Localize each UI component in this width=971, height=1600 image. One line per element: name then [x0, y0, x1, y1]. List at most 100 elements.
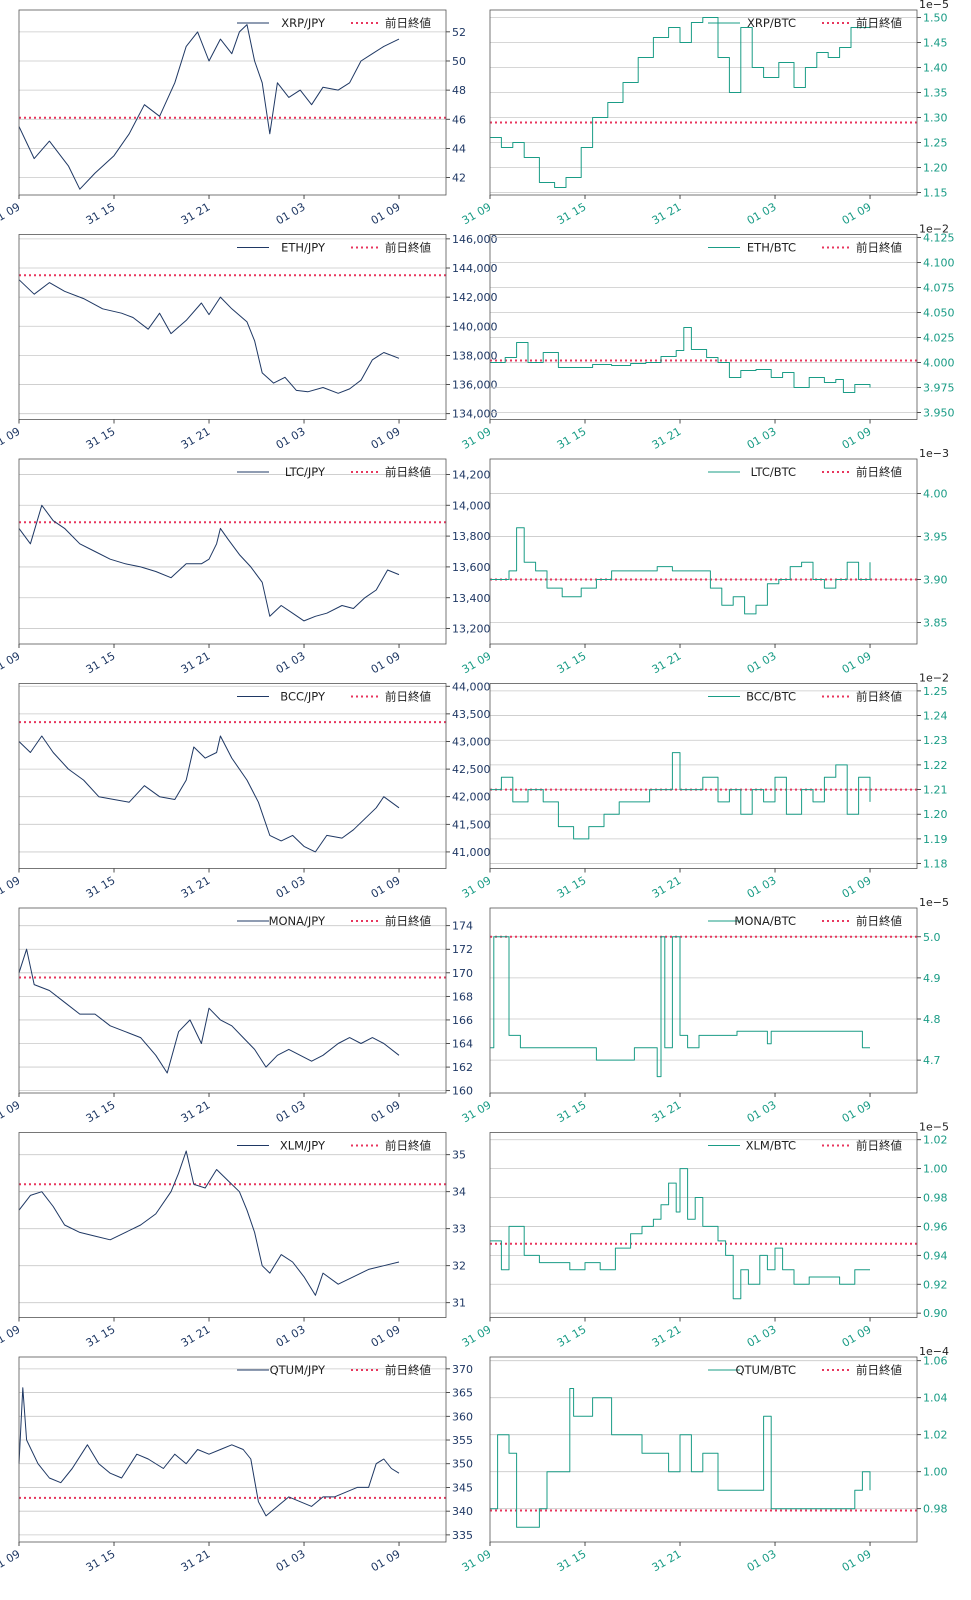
y-tick-label: 142,000 [452, 291, 498, 304]
x-tick-label: 31 09 [0, 200, 23, 227]
x-tick-label: 01 09 [369, 649, 403, 676]
x-tick-label: 01 09 [840, 200, 874, 227]
y-tick-label: 3.90 [923, 573, 948, 586]
x-tick-label: 01 09 [840, 874, 874, 901]
series-line [18, 948, 400, 1074]
y-tick-label: 134,000 [452, 408, 498, 421]
y-tick-label: 44 [452, 142, 466, 155]
y-tick-label: 1.40 [923, 62, 948, 75]
series-line [18, 279, 400, 394]
x-tick-label: 31 15 [555, 649, 589, 676]
x-tick-label: 01 09 [840, 1323, 874, 1350]
x-tick-label: 31 21 [650, 1323, 684, 1350]
y-tick-label: 3.975 [923, 382, 955, 395]
y-tick-label: 1.45 [923, 37, 948, 50]
x-tick-label: 01 09 [369, 425, 403, 452]
legend-prev-close-label: 前日終値 [856, 1363, 902, 1377]
x-tick-label: 31 15 [84, 1098, 118, 1125]
x-tick-label: 31 21 [179, 649, 213, 676]
y-tick-label: 160 [452, 1085, 473, 1098]
legend-prev-close-label: 前日終値 [856, 1139, 902, 1153]
legend-series-label: BCC/JPY [280, 690, 326, 704]
x-tick-label: 31 09 [460, 649, 494, 676]
y-tick-label: 170 [452, 967, 473, 980]
y-tick-label: 1.24 [923, 710, 948, 723]
x-tick-label: 31 21 [650, 200, 684, 227]
chart-ltc-btc: 3.85 3.90 3.95 4.00 1e−3 31 09 31 15 31 21 01 03… [460, 447, 949, 676]
y-tick-label: 13,800 [452, 530, 491, 543]
plot-frame [18, 1356, 447, 1543]
chart-ltc-jpy: 13,200 13,400 13,600 13,800 14,000 14,200 31 0… [0, 458, 491, 676]
legend-prev-close-label: 前日終値 [385, 914, 431, 928]
x-tick-label: 01 03 [745, 1098, 779, 1125]
x-tick-label: 31 09 [460, 1323, 494, 1350]
legend-series-label: XRP/JPY [281, 16, 326, 30]
legend-series-label: XRP/BTC [747, 16, 796, 30]
exponent-label: 1e−2 [919, 672, 949, 685]
y-tick-label: 0.98 [923, 1503, 948, 1516]
x-tick-label: 01 03 [274, 1098, 308, 1125]
x-tick-label: 01 09 [840, 425, 874, 452]
y-tick-label: 13,600 [452, 561, 491, 574]
y-tick-label: 1.23 [923, 734, 948, 747]
plot-frame [489, 683, 918, 869]
x-tick-label: 31 21 [179, 1323, 213, 1350]
y-tick-label: 4.9 [923, 972, 941, 985]
chart-mona-btc: 4.7 4.8 4.9 5.0 1e−5 31 09 31 15 31 21 01 03 01 0… [460, 896, 949, 1125]
plot-frame [489, 907, 918, 1094]
plot-frame [489, 234, 918, 420]
y-tick-label: 1.19 [923, 833, 948, 846]
y-tick-label: 42 [452, 172, 466, 185]
x-tick-label: 31 15 [84, 649, 118, 676]
exponent-label: 1e−5 [919, 0, 949, 11]
plot-frame [489, 1356, 918, 1543]
y-tick-label: 3.85 [923, 616, 948, 629]
chart-qtum-jpy: 335 340 345 350 355 360 365 370 31 09 31 15 31 21 0… [0, 1356, 473, 1574]
x-tick-label: 01 03 [274, 649, 308, 676]
chart-bcc-jpy: 41,000 41,500 42,000 42,500 43,000 43,500 44,0… [0, 680, 491, 901]
y-tick-label: 164 [452, 1038, 473, 1051]
legend-prev-close-label: 前日終値 [856, 465, 902, 479]
x-tick-label: 31 09 [0, 1323, 23, 1350]
x-tick-label: 01 03 [745, 200, 779, 227]
y-tick-label: 4.050 [923, 307, 955, 320]
x-tick-label: 31 15 [84, 200, 118, 227]
series-line [18, 504, 400, 622]
y-tick-label: 43,000 [452, 735, 491, 748]
y-tick-label: 1.04 [923, 1392, 948, 1405]
legend-series-label: XLM/BTC [746, 1139, 796, 1153]
legend-prev-close-label: 前日終値 [385, 1139, 431, 1153]
y-tick-label: 34 [452, 1186, 466, 1199]
x-tick-label: 31 15 [84, 1547, 118, 1574]
y-tick-label: 360 [452, 1410, 473, 1423]
series-line [490, 1168, 870, 1300]
legend-prev-close-label: 前日終値 [385, 241, 431, 255]
x-tick-label: 01 03 [274, 425, 308, 452]
x-tick-label: 31 15 [84, 1323, 118, 1350]
exponent-label: 1e−3 [919, 447, 949, 460]
y-tick-label: 340 [452, 1505, 473, 1518]
y-tick-label: 0.92 [923, 1278, 948, 1291]
y-tick-label: 4.8 [923, 1013, 941, 1026]
series-line [490, 1388, 871, 1528]
y-tick-label: 0.96 [923, 1220, 948, 1233]
legend-prev-close-label: 前日終値 [856, 241, 902, 255]
x-tick-label: 31 09 [460, 874, 494, 901]
legend-series-label: MONA/BTC [734, 914, 796, 928]
series-line [490, 936, 870, 1078]
y-tick-label: 370 [452, 1363, 473, 1376]
x-tick-label: 01 09 [369, 200, 403, 227]
y-tick-label: 42,500 [452, 763, 491, 776]
y-tick-label: 1.00 [923, 1163, 948, 1176]
y-tick-label: 46 [452, 113, 466, 126]
legend-prev-close-label: 前日終値 [856, 16, 902, 30]
x-tick-label: 01 03 [745, 1323, 779, 1350]
legend-prev-close-label: 前日終値 [385, 690, 431, 704]
plot-frame [18, 683, 447, 869]
y-tick-label: 31 [452, 1297, 466, 1310]
y-tick-label: 1.22 [923, 759, 948, 772]
y-tick-label: 1.00 [923, 1466, 948, 1479]
